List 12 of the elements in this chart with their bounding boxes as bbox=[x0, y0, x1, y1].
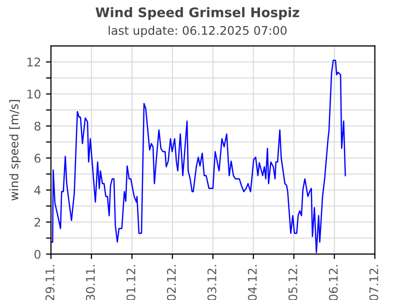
chart-subtitle: last update: 06.12.2025 07:00 bbox=[108, 26, 287, 38]
x-tick-label: 30.11. bbox=[86, 265, 95, 300]
y-tick-label: 8 bbox=[34, 122, 40, 131]
y-tick-label: 12 bbox=[28, 58, 40, 66]
y-tick-label: 10 bbox=[28, 90, 40, 99]
y-tick-label: 4 bbox=[34, 186, 41, 195]
y-tick-label: 2 bbox=[34, 218, 40, 227]
y-tick-label: 6 bbox=[34, 154, 40, 163]
chart-title: Wind Speed Grimsel Hospiz bbox=[96, 7, 300, 20]
line-series bbox=[50, 60, 346, 254]
y-tick-label: 0 bbox=[34, 250, 40, 259]
y-axis-title: wind speed [m/s] bbox=[9, 100, 21, 200]
